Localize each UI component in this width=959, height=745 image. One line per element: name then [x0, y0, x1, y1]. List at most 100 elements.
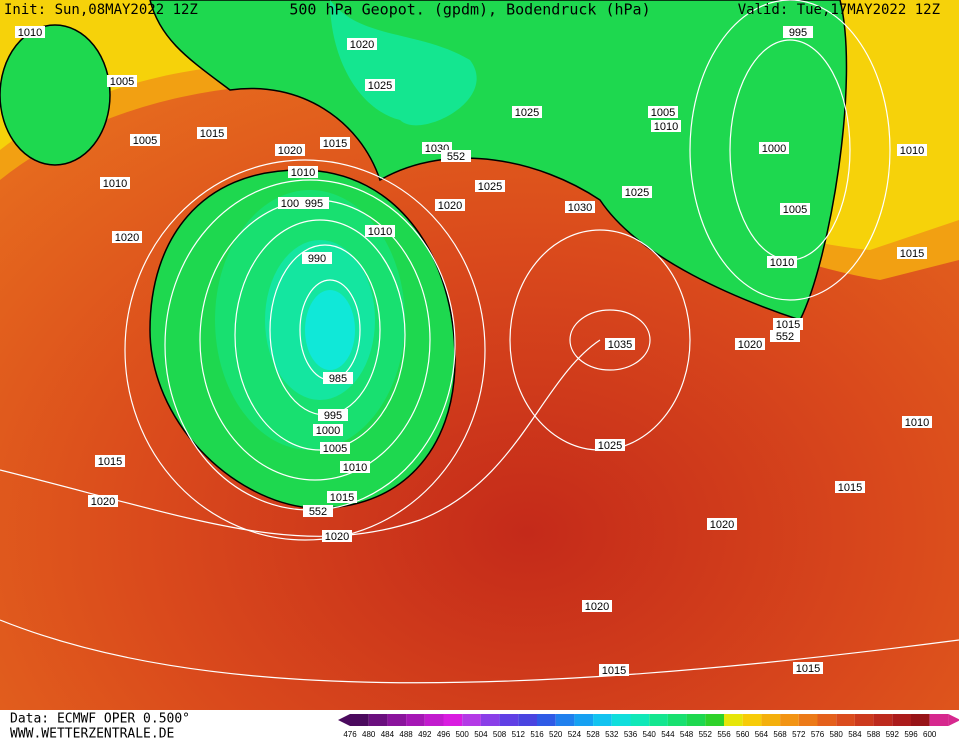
legend-arrow-right — [948, 714, 959, 726]
isobar-label: 1010 — [770, 257, 794, 269]
legend-label: 536 — [624, 730, 638, 739]
isobar-label-bg — [88, 495, 118, 507]
legend-label: 504 — [474, 730, 488, 739]
legend-label: 544 — [661, 730, 675, 739]
isobar-label-bg — [322, 530, 352, 542]
isobar-label: 1010 — [343, 462, 367, 474]
isobar-label-bg — [365, 79, 395, 91]
isobar-label-bg — [897, 247, 927, 259]
legend-swatch — [611, 714, 631, 726]
isobar-label: 1000 — [316, 425, 340, 437]
legend-label: 476 — [343, 730, 357, 739]
legend-swatch — [630, 714, 650, 726]
isobar-label-bg — [707, 518, 737, 530]
isobar-label-bg — [302, 252, 332, 264]
isobar-label: 1005 — [783, 204, 807, 216]
isobar-label-bg — [648, 106, 678, 118]
legend-swatch — [518, 714, 537, 726]
isobar-label-bg — [112, 231, 142, 243]
isobar-label: 1025 — [515, 107, 539, 119]
isobar-label-bg — [323, 372, 353, 384]
isobar-label: 1015 — [838, 482, 862, 494]
isobar-label: 1025 — [598, 440, 622, 452]
isobar-label-bg — [365, 225, 395, 237]
legend-swatch — [574, 714, 594, 726]
isobar-label-bg — [320, 442, 350, 454]
isobar-label-bg — [475, 180, 505, 192]
isobar-label-bg — [773, 318, 803, 330]
isobar-label: 1015 — [900, 248, 924, 260]
isobar-label: 1020 — [278, 145, 302, 157]
init-label: Init: Sun,08MAY2022 12Z — [4, 2, 198, 18]
isobar-label: 1015 — [200, 128, 224, 140]
isobar-label-bg — [897, 144, 927, 156]
isobar-label-bg — [651, 120, 681, 132]
isobar-label-bg — [313, 424, 343, 436]
isobar-label-bg — [340, 461, 370, 473]
legend-label: 516 — [530, 730, 544, 739]
legend-swatch — [406, 714, 425, 726]
isobar-label-bg — [835, 481, 865, 493]
isobar-label-bg — [605, 338, 635, 350]
isobar-label-bg — [595, 439, 625, 451]
isobar-label: 1010 — [368, 226, 392, 238]
legend-label: 556 — [717, 730, 731, 739]
isobar-label: 1020 — [91, 496, 115, 508]
isobar-label: 995 — [789, 27, 807, 39]
isobar-label: 552 — [776, 331, 794, 343]
legend-swatch — [705, 714, 724, 726]
footer-url: WWW.WETTERZENTRALE.DE — [10, 727, 174, 742]
isobars — [0, 0, 959, 683]
isobar-label: 1020 — [350, 39, 374, 51]
legend-swatch — [499, 714, 519, 726]
isobar-label-bg — [288, 166, 318, 178]
legend-label: 596 — [904, 730, 918, 739]
isobar-label-bg — [299, 197, 329, 209]
isobar-label: 1005 — [110, 76, 134, 88]
isobar-label-bg — [327, 491, 357, 503]
isobar-label: 1010 — [291, 167, 315, 179]
isobar-label: 1020 — [325, 531, 349, 543]
legend-label: 540 — [643, 730, 657, 739]
isobar-label: 552 — [309, 506, 327, 518]
isobar-label: 1015 — [796, 663, 820, 675]
map-title: 500 hPa Geopot. (gpdm), Bodendruck (hPa) — [289, 1, 650, 19]
legend-label: 588 — [867, 730, 881, 739]
legend-label: 548 — [680, 730, 694, 739]
legend-label: 580 — [830, 730, 844, 739]
isobar-label-bg — [15, 26, 45, 38]
legend-swatch — [368, 714, 388, 726]
isobar-label-bg — [303, 505, 333, 517]
legend-swatch — [350, 714, 369, 726]
isobar-label: 995 — [324, 410, 342, 422]
legend-label: 564 — [755, 730, 769, 739]
isobar-label-bg — [197, 127, 227, 139]
valid-label: Valid: Tue,17MAY2022 12Z — [738, 2, 940, 18]
isobar-label-bg — [735, 338, 765, 350]
legend-swatch — [929, 714, 949, 726]
isobar-label-bg — [565, 201, 595, 213]
legend-label: 576 — [811, 730, 825, 739]
legend-swatch — [761, 714, 781, 726]
isobar-label-bg — [435, 199, 465, 211]
isobar-label-bg — [770, 330, 800, 342]
legend-label: 492 — [418, 730, 432, 739]
isobar-label-bg — [130, 134, 160, 146]
legend-label: 512 — [512, 730, 526, 739]
legend-label: 484 — [381, 730, 395, 739]
legend-swatch — [593, 714, 612, 726]
legend-swatch — [836, 714, 855, 726]
legend-swatch — [462, 714, 481, 726]
isobar-label-bg — [902, 416, 932, 428]
isobar-label-bg — [767, 256, 797, 268]
legend-label: 528 — [586, 730, 600, 739]
isobar-label: 995 — [305, 198, 323, 210]
legend-swatch — [817, 714, 837, 726]
isobar-label: 985 — [329, 373, 347, 385]
legend-swatch — [667, 714, 687, 726]
legend-swatch — [798, 714, 818, 726]
isobar-label-bg — [318, 409, 348, 421]
isobar-label: 1020 — [710, 519, 734, 531]
isobar-label: 1010 — [654, 121, 678, 133]
legend-swatch — [854, 714, 874, 726]
